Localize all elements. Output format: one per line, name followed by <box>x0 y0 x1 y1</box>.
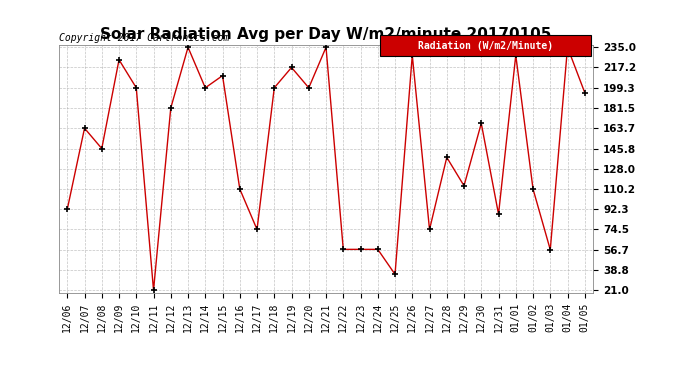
Title: Solar Radiation Avg per Day W/m2/minute 20170105: Solar Radiation Avg per Day W/m2/minute … <box>100 27 552 42</box>
Bar <box>380 35 591 56</box>
Text: Radiation (W/m2/Minute): Radiation (W/m2/Minute) <box>417 40 553 51</box>
Text: Copyright 2017 Cartronics.com: Copyright 2017 Cartronics.com <box>59 33 229 42</box>
